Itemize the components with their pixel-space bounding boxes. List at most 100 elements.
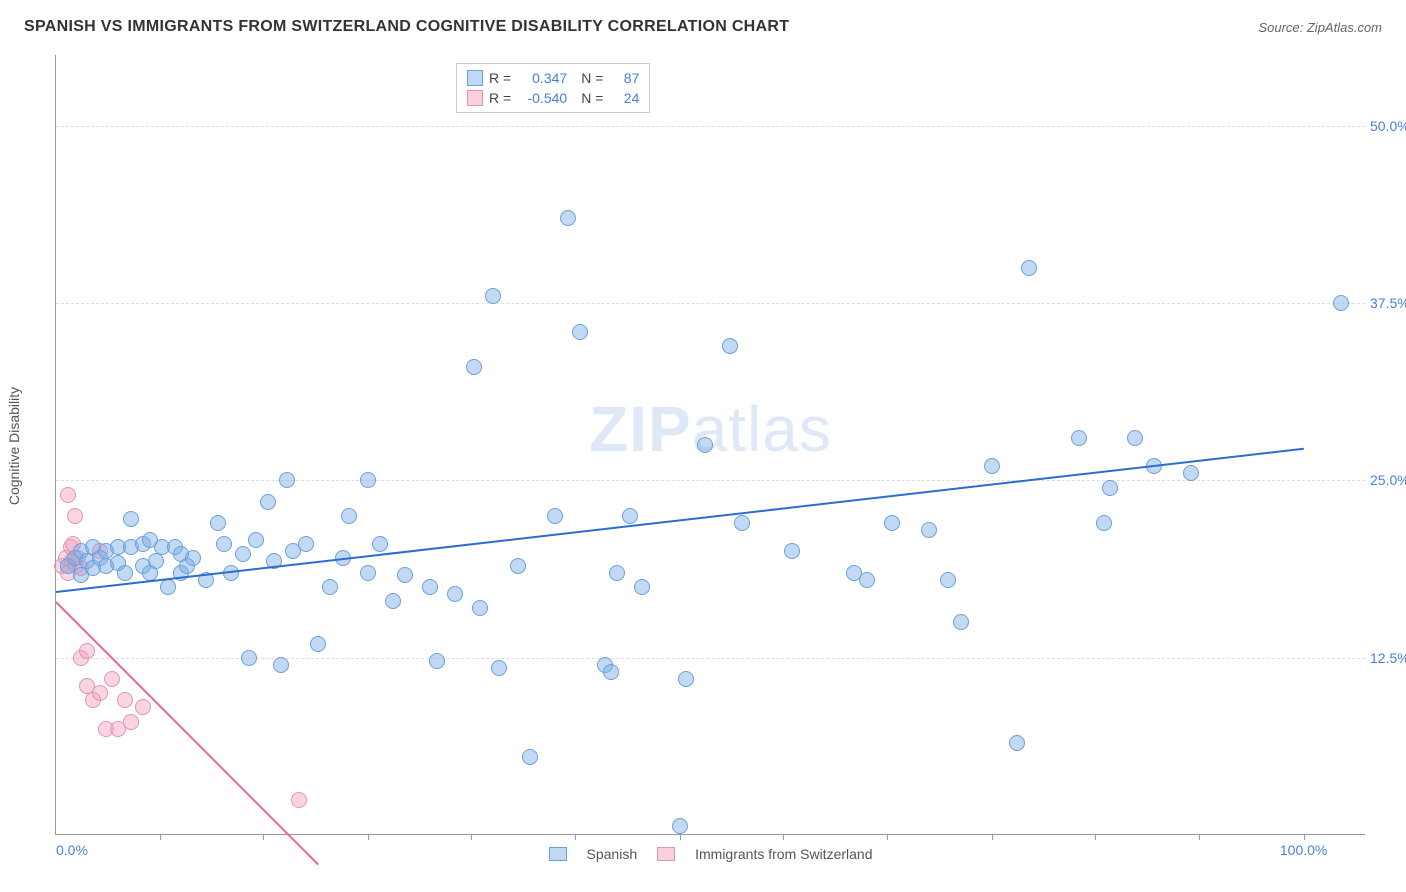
- scatter-point-pink: [117, 692, 133, 708]
- scatter-point-blue: [522, 749, 538, 765]
- scatter-point-blue: [572, 324, 588, 340]
- bottom-legend: Spanish Immigrants from Switzerland: [549, 846, 873, 862]
- x-tick-mark: [783, 834, 784, 840]
- scatter-point-pink: [104, 671, 120, 687]
- scatter-point-blue: [1333, 295, 1349, 311]
- scatter-point-blue: [472, 600, 488, 616]
- scatter-point-blue: [1009, 735, 1025, 751]
- y-axis-label: Cognitive Disability: [6, 387, 22, 505]
- swatch-blue: [467, 70, 483, 86]
- y-tick-label: 12.5%: [1370, 650, 1406, 666]
- x-tick-mark: [263, 834, 264, 840]
- x-tick-label: 0.0%: [56, 842, 88, 858]
- scatter-point-pink: [135, 699, 151, 715]
- scatter-point-blue: [279, 472, 295, 488]
- scatter-point-blue: [547, 508, 563, 524]
- scatter-point-blue: [884, 515, 900, 531]
- scatter-point-blue: [510, 558, 526, 574]
- x-tick-mark: [471, 834, 472, 840]
- chart-source: Source: ZipAtlas.com: [1258, 20, 1382, 35]
- scatter-point-blue: [722, 338, 738, 354]
- n-label: N =: [581, 90, 603, 106]
- scatter-point-blue: [485, 288, 501, 304]
- scatter-point-blue: [260, 494, 276, 510]
- scatter-point-blue: [1183, 465, 1199, 481]
- x-tick-mark: [368, 834, 369, 840]
- chart-plot-area: ZIPatlas R = 0.347 N = 87 R = -0.540 N =…: [55, 55, 1365, 835]
- scatter-point-blue: [341, 508, 357, 524]
- legend-swatch-pink: [657, 847, 675, 861]
- scatter-point-blue: [603, 664, 619, 680]
- scatter-point-blue: [235, 546, 251, 562]
- swatch-pink: [467, 90, 483, 106]
- scatter-point-blue: [940, 572, 956, 588]
- chart-header: SPANISH VS IMMIGRANTS FROM SWITZERLAND C…: [24, 18, 1382, 36]
- scatter-point-blue: [622, 508, 638, 524]
- n-value-pink: 24: [609, 90, 639, 106]
- y-tick-label: 37.5%: [1370, 295, 1406, 311]
- scatter-point-pink: [123, 714, 139, 730]
- r-value-pink: -0.540: [517, 90, 567, 106]
- x-tick-mark: [1304, 834, 1305, 840]
- scatter-point-blue: [298, 536, 314, 552]
- x-tick-mark: [1199, 834, 1200, 840]
- x-tick-mark: [992, 834, 993, 840]
- y-tick-label: 25.0%: [1370, 472, 1406, 488]
- scatter-point-blue: [1071, 430, 1087, 446]
- scatter-point-blue: [241, 650, 257, 666]
- scatter-point-blue: [784, 543, 800, 559]
- watermark-zip: ZIP: [589, 393, 692, 465]
- scatter-point-blue: [160, 579, 176, 595]
- scatter-point-blue: [148, 553, 164, 569]
- scatter-point-pink: [92, 685, 108, 701]
- scatter-point-blue: [210, 515, 226, 531]
- n-value-blue: 87: [609, 70, 639, 86]
- scatter-point-blue: [560, 210, 576, 226]
- scatter-point-blue: [1102, 480, 1118, 496]
- r-label: R =: [489, 70, 511, 86]
- x-tick-mark: [575, 834, 576, 840]
- scatter-point-blue: [248, 532, 264, 548]
- trendline-blue: [56, 448, 1304, 593]
- gridline: [56, 303, 1365, 304]
- scatter-point-blue: [185, 550, 201, 566]
- chart-title: SPANISH VS IMMIGRANTS FROM SWITZERLAND C…: [24, 18, 789, 36]
- scatter-point-blue: [360, 565, 376, 581]
- scatter-point-pink: [291, 792, 307, 808]
- y-tick-label: 50.0%: [1370, 118, 1406, 134]
- scatter-point-blue: [859, 572, 875, 588]
- x-tick-mark: [680, 834, 681, 840]
- scatter-point-blue: [697, 437, 713, 453]
- x-tick-mark: [1095, 834, 1096, 840]
- scatter-point-blue: [491, 660, 507, 676]
- scatter-point-blue: [1127, 430, 1143, 446]
- scatter-point-blue: [117, 565, 133, 581]
- x-tick-mark: [160, 834, 161, 840]
- scatter-point-blue: [310, 636, 326, 652]
- legend-label-blue: Spanish: [587, 846, 638, 862]
- scatter-point-blue: [216, 536, 232, 552]
- scatter-point-blue: [984, 458, 1000, 474]
- scatter-point-pink: [67, 508, 83, 524]
- gridline: [56, 480, 1365, 481]
- scatter-point-blue: [466, 359, 482, 375]
- scatter-point-blue: [360, 472, 376, 488]
- scatter-point-blue: [1096, 515, 1112, 531]
- scatter-point-blue: [385, 593, 401, 609]
- scatter-point-blue: [447, 586, 463, 602]
- scatter-point-blue: [422, 579, 438, 595]
- watermark: ZIPatlas: [589, 392, 832, 466]
- legend-swatch-blue: [549, 847, 567, 861]
- scatter-point-blue: [322, 579, 338, 595]
- scatter-point-blue: [1021, 260, 1037, 276]
- x-tick-label: 100.0%: [1280, 842, 1327, 858]
- scatter-point-blue: [678, 671, 694, 687]
- scatter-point-blue: [397, 567, 413, 583]
- x-tick-mark: [887, 834, 888, 840]
- scatter-point-blue: [734, 515, 750, 531]
- scatter-point-blue: [273, 657, 289, 673]
- r-label: R =: [489, 90, 511, 106]
- gridline: [56, 126, 1365, 127]
- scatter-point-blue: [609, 565, 625, 581]
- scatter-point-blue: [634, 579, 650, 595]
